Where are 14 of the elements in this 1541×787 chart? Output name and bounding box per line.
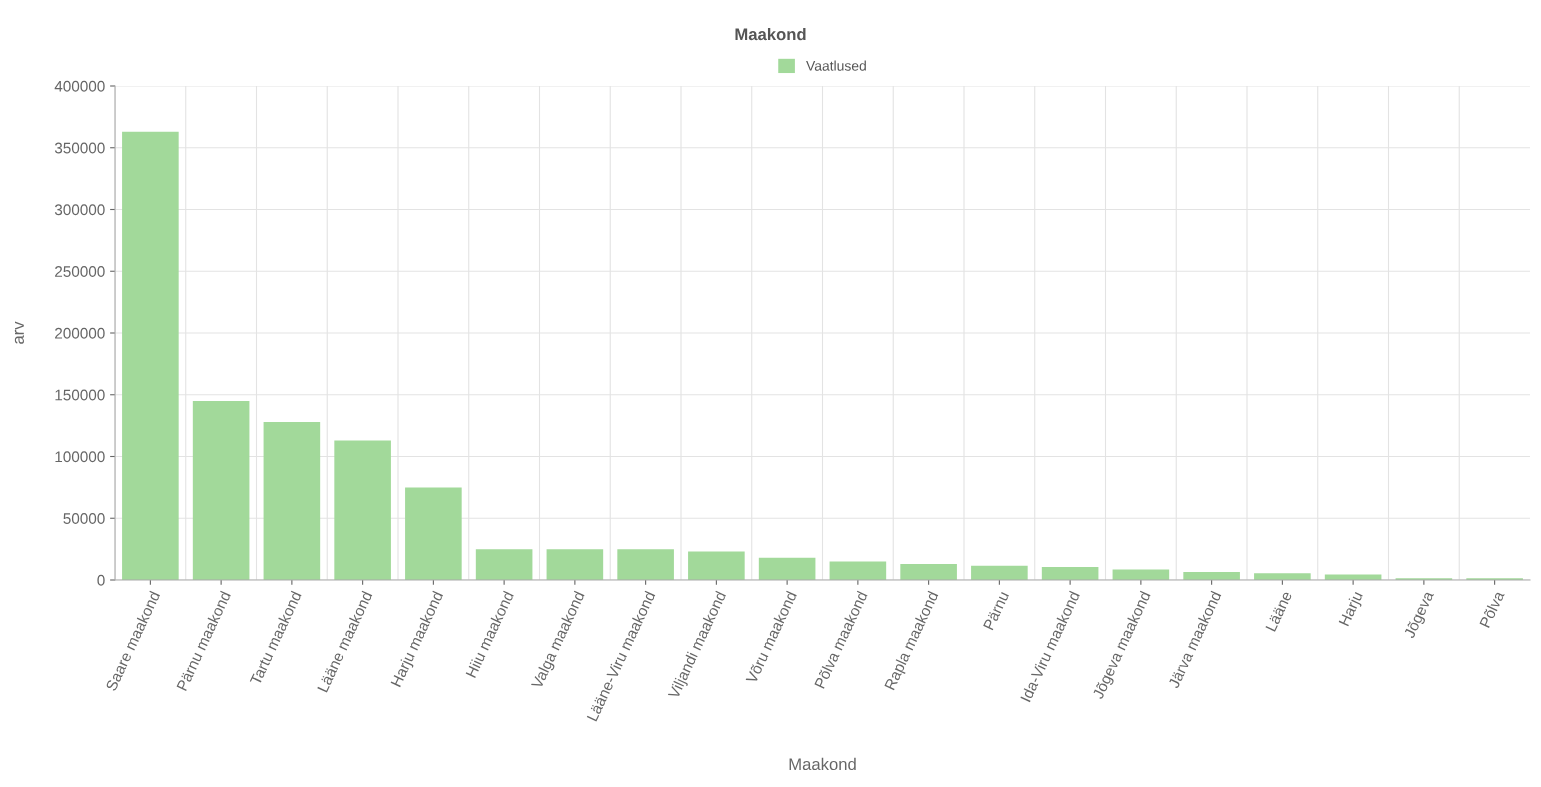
y-tick-label: 350000: [54, 142, 105, 154]
y-tick-label: 150000: [55, 389, 105, 401]
y-tick-label: 300000: [54, 204, 105, 216]
x-axis-title: Maakond: [789, 757, 856, 771]
y-axis-title: arv: [14, 321, 24, 344]
y-tick-label: 200000: [55, 327, 105, 339]
y-tick-label: 400000: [54, 80, 105, 92]
y-tick-label: 100000: [55, 451, 105, 463]
y-tick-label: 250000: [55, 266, 105, 277]
y-tick-label: 0: [97, 574, 105, 586]
y-tick-label: 50000: [63, 513, 105, 524]
chart-title: Maakond: [735, 28, 806, 41]
x-tick-label: Harju: [1338, 590, 1366, 628]
legend-label: Vaatlused: [806, 60, 866, 71]
